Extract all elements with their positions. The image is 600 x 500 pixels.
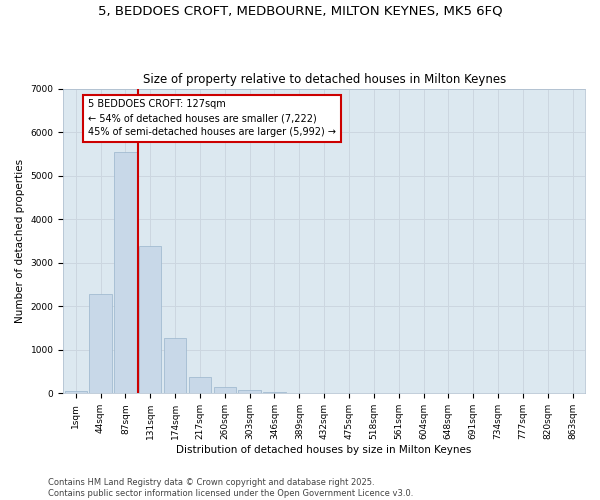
Text: Contains HM Land Registry data © Crown copyright and database right 2025.
Contai: Contains HM Land Registry data © Crown c…: [48, 478, 413, 498]
Bar: [263, 392, 286, 394]
Text: 5, BEDDOES CROFT, MEDBOURNE, MILTON KEYNES, MK5 6FQ: 5, BEDDOES CROFT, MEDBOURNE, MILTON KEYN…: [98, 5, 502, 18]
Bar: [139, 246, 161, 394]
Bar: [189, 377, 211, 394]
Bar: [65, 391, 87, 394]
Y-axis label: Number of detached properties: Number of detached properties: [15, 159, 25, 323]
Title: Size of property relative to detached houses in Milton Keynes: Size of property relative to detached ho…: [143, 73, 506, 86]
Bar: [164, 338, 186, 394]
Bar: [114, 152, 137, 394]
Bar: [214, 386, 236, 394]
Text: 5 BEDDOES CROFT: 127sqm
← 54% of detached houses are smaller (7,222)
45% of semi: 5 BEDDOES CROFT: 127sqm ← 54% of detache…: [88, 100, 336, 138]
X-axis label: Distribution of detached houses by size in Milton Keynes: Distribution of detached houses by size …: [176, 445, 472, 455]
Bar: [89, 294, 112, 394]
Bar: [238, 390, 261, 394]
